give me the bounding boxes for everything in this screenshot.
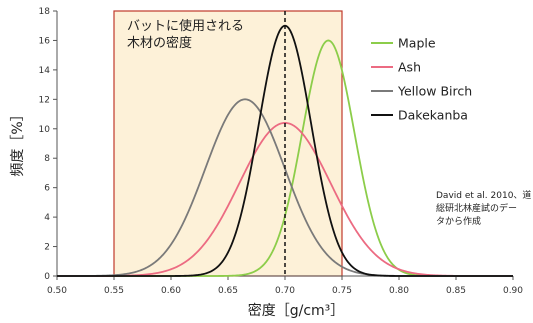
source-note-line: 総研北林産試のデー xyxy=(436,202,517,214)
legend-label: Yellow Birch xyxy=(397,84,472,99)
y-tick-label: 18 xyxy=(39,7,51,17)
legend-label: Dakekanba xyxy=(398,108,468,123)
x-tick-label: 0.90 xyxy=(503,286,523,296)
y-tick-label: 8 xyxy=(44,154,50,164)
x-tick-label: 0.50 xyxy=(47,286,67,296)
legend: Maple Ash Yellow Birch Dakekanba xyxy=(371,36,472,123)
y-axis-title: 頻度［%］ xyxy=(10,107,26,176)
y-tick-label: 2 xyxy=(44,243,50,253)
legend-label: Maple xyxy=(398,36,436,51)
legend-label: Ash xyxy=(398,60,421,75)
source-note-line: David et al. 2010、道 xyxy=(436,189,531,201)
x-tick-label: 0.80 xyxy=(389,286,409,296)
x-tick-label: 0.65 xyxy=(218,286,238,296)
x-tick-label: 0.60 xyxy=(161,286,181,296)
x-axis-title: 密度［g/cm³］ xyxy=(248,302,345,319)
source-note-line: タから作成 xyxy=(436,215,481,227)
band-label-line: 木材の密度 xyxy=(127,35,192,51)
band-label-line: バットに使用される xyxy=(127,18,244,34)
band-rect xyxy=(113,10,343,277)
y-tick-label: 12 xyxy=(39,95,50,105)
x-tick-label: 0.55 xyxy=(104,286,124,296)
y-tick-label: 10 xyxy=(39,125,51,135)
x-tick-label: 0.85 xyxy=(446,286,466,296)
bat-wood-density-band xyxy=(113,10,343,277)
y-tick-label: 16 xyxy=(39,36,51,46)
y-tick-label: 0 xyxy=(44,272,50,282)
x-tick-label: 0.75 xyxy=(332,286,352,296)
x-tick-label: 0.70 xyxy=(275,286,295,296)
y-tick-label: 4 xyxy=(44,213,50,223)
y-tick-label: 14 xyxy=(39,66,51,76)
y-tick-label: 6 xyxy=(44,184,50,194)
